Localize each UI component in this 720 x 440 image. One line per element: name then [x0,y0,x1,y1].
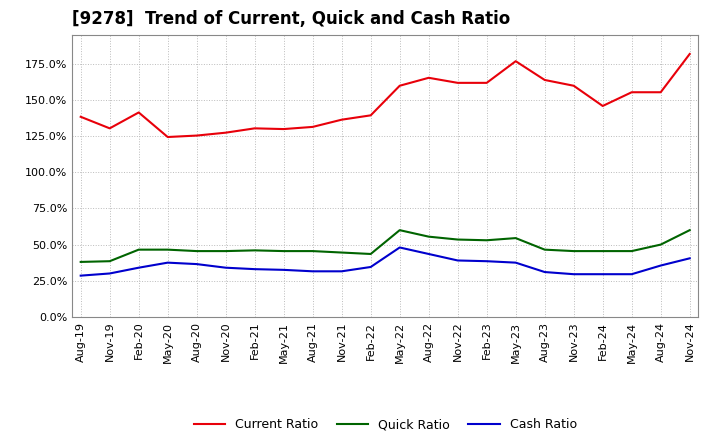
Quick Ratio [570,249,578,254]
Cash Ratio [366,264,375,270]
Quick Ratio [366,251,375,257]
Cash Ratio [192,261,201,267]
Quick Ratio [685,227,694,233]
Current Ratio [570,83,578,88]
Current Ratio [598,103,607,109]
Cash Ratio [395,245,404,250]
Quick Ratio [482,238,491,243]
Current Ratio [482,80,491,85]
Line: Current Ratio: Current Ratio [81,54,690,137]
Cash Ratio [657,263,665,268]
Quick Ratio [627,249,636,254]
Quick Ratio [541,247,549,252]
Current Ratio [76,114,85,119]
Quick Ratio [424,234,433,239]
Line: Quick Ratio: Quick Ratio [81,230,690,262]
Quick Ratio [395,227,404,233]
Cash Ratio [424,251,433,257]
Cash Ratio [541,269,549,275]
Current Ratio [627,90,636,95]
Current Ratio [657,90,665,95]
Current Ratio [541,77,549,83]
Current Ratio [163,134,172,139]
Current Ratio [135,110,143,115]
Cash Ratio [221,265,230,270]
Quick Ratio [105,259,114,264]
Current Ratio [251,126,259,131]
Cash Ratio [105,271,114,276]
Current Ratio [221,130,230,136]
Current Ratio [685,51,694,57]
Cash Ratio [279,267,288,272]
Legend: Current Ratio, Quick Ratio, Cash Ratio: Current Ratio, Quick Ratio, Cash Ratio [189,413,582,436]
Quick Ratio [657,242,665,247]
Quick Ratio [135,247,143,252]
Cash Ratio [251,267,259,272]
Quick Ratio [338,250,346,255]
Current Ratio [366,113,375,118]
Current Ratio [395,83,404,88]
Current Ratio [511,59,520,64]
Current Ratio [192,133,201,138]
Current Ratio [338,117,346,122]
Current Ratio [105,126,114,131]
Cash Ratio [511,260,520,265]
Cash Ratio [570,271,578,277]
Quick Ratio [454,237,462,242]
Line: Cash Ratio: Cash Ratio [81,247,690,275]
Cash Ratio [627,271,636,277]
Current Ratio [279,126,288,132]
Current Ratio [424,75,433,81]
Quick Ratio [598,249,607,254]
Cash Ratio [76,273,85,278]
Current Ratio [454,80,462,85]
Cash Ratio [685,256,694,261]
Cash Ratio [454,258,462,263]
Cash Ratio [308,269,317,274]
Cash Ratio [598,271,607,277]
Quick Ratio [279,249,288,254]
Cash Ratio [338,269,346,274]
Quick Ratio [251,248,259,253]
Quick Ratio [192,249,201,254]
Cash Ratio [482,259,491,264]
Cash Ratio [135,265,143,270]
Quick Ratio [76,259,85,264]
Quick Ratio [163,247,172,252]
Cash Ratio [163,260,172,265]
Text: [9278]  Trend of Current, Quick and Cash Ratio: [9278] Trend of Current, Quick and Cash … [72,10,510,28]
Current Ratio [308,124,317,129]
Quick Ratio [308,249,317,254]
Quick Ratio [511,235,520,241]
Quick Ratio [221,249,230,254]
